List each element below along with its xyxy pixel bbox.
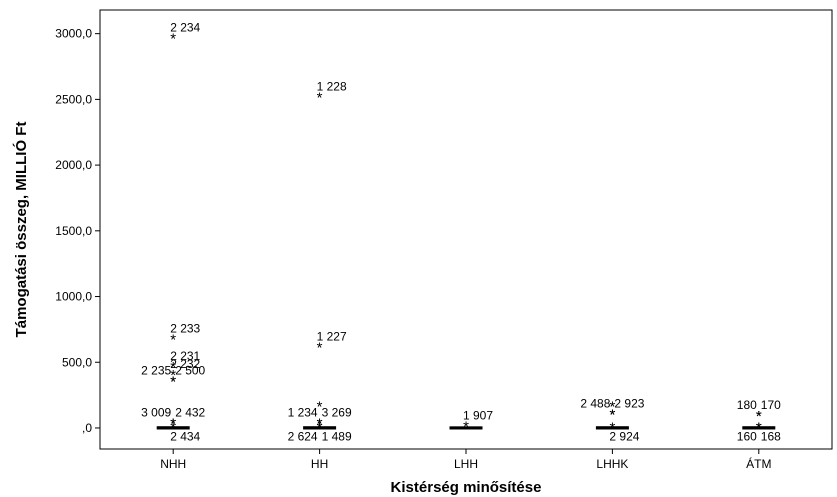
x-tick-label: LHHK: [596, 457, 628, 471]
outlier-marker: *: [756, 408, 762, 425]
y-tick-label: 1000,0: [55, 290, 92, 304]
outlier-marker: *: [317, 420, 323, 437]
x-tick-label: NHH: [160, 457, 186, 471]
outlier-label: 2 488: [580, 397, 610, 411]
outlier-label: 1 228: [317, 80, 347, 94]
outlier-label: 2 231: [170, 349, 200, 363]
outlier-marker: *: [170, 374, 176, 391]
outlier-marker: *: [170, 31, 176, 48]
outlier-marker: *: [317, 399, 323, 416]
outlier-label: 2 235: [141, 364, 171, 378]
outlier-label: 1 227: [317, 329, 347, 343]
x-tick-label: HH: [311, 457, 328, 471]
x-tick-label: ÁTM: [746, 456, 771, 471]
outlier-label: 180: [737, 398, 757, 412]
outlier-marker: *: [756, 420, 762, 437]
outlier-label: 3 269: [322, 406, 352, 420]
y-tick-label: 3000,0: [55, 27, 92, 41]
outlier-label: 2 233: [170, 322, 200, 336]
outlier-marker: *: [170, 332, 176, 349]
outlier-marker: *: [317, 420, 323, 437]
outlier-marker: *: [170, 374, 176, 391]
outlier-marker: *: [609, 407, 615, 424]
outlier-marker: *: [317, 416, 323, 433]
outlier-label: 2 500: [175, 364, 205, 378]
outlier-marker: *: [317, 339, 323, 356]
outlier-marker: *: [170, 367, 176, 384]
outliers: *2 234*2 233*2 231*2 232*2 235*2 500*3 0…: [141, 21, 781, 444]
outlier-marker: *: [317, 90, 323, 107]
outlier-marker: *: [756, 408, 762, 425]
plot-frame: [99, 9, 833, 450]
y-tick-label: 2000,0: [55, 158, 92, 172]
outlier-label: 1 489: [322, 430, 352, 444]
outlier-marker: *: [609, 407, 615, 424]
outlier-marker: *: [170, 416, 176, 433]
x-axis-title: Kistérség minősítése: [391, 479, 542, 496]
x-axis-ticks: NHH HH LHH LHHK ÁTM: [160, 449, 771, 471]
outlier-label: 1 234: [288, 406, 318, 420]
plot-border: [99, 9, 833, 450]
y-tick-label: ,0: [82, 421, 92, 435]
outlier-marker: *: [463, 418, 469, 435]
outlier-marker: *: [756, 420, 762, 437]
y-axis-title: Támogatási összeg, MILLIÓ Ft: [12, 122, 30, 338]
y-axis-ticks: ,0 500,0 1000,0 1500,0 2000,0 2500,0 3000,0: [55, 27, 100, 435]
outlier-marker: *: [170, 420, 176, 437]
boxes: [156, 426, 776, 430]
outlier-marker: *: [609, 420, 615, 437]
outlier-label: 168: [761, 430, 781, 444]
outlier-label: 2 624: [288, 430, 318, 444]
outlier-label: 3 009: [141, 406, 171, 420]
outlier-label: 2 232: [170, 357, 200, 371]
outlier-label: 1 907: [463, 408, 493, 422]
outlier-label: 2 434: [170, 430, 200, 444]
outlier-marker: *: [317, 416, 323, 433]
outlier-label: 160: [737, 430, 757, 444]
outlier-marker: *: [170, 416, 176, 433]
outlier-marker: *: [170, 359, 176, 376]
y-tick-label: 500,0: [62, 355, 92, 369]
outlier-label: 2 923: [614, 397, 644, 411]
outlier-label: 2 924: [609, 430, 639, 444]
outlier-marker: *: [609, 399, 615, 416]
y-tick-label: 1500,0: [55, 224, 92, 238]
x-tick-label: LHH: [454, 457, 478, 471]
y-tick-label: 2500,0: [55, 92, 92, 106]
outlier-label: 2 234: [170, 21, 200, 35]
outlier-label: 2 432: [175, 406, 205, 420]
outlier-label: 170: [761, 398, 781, 412]
